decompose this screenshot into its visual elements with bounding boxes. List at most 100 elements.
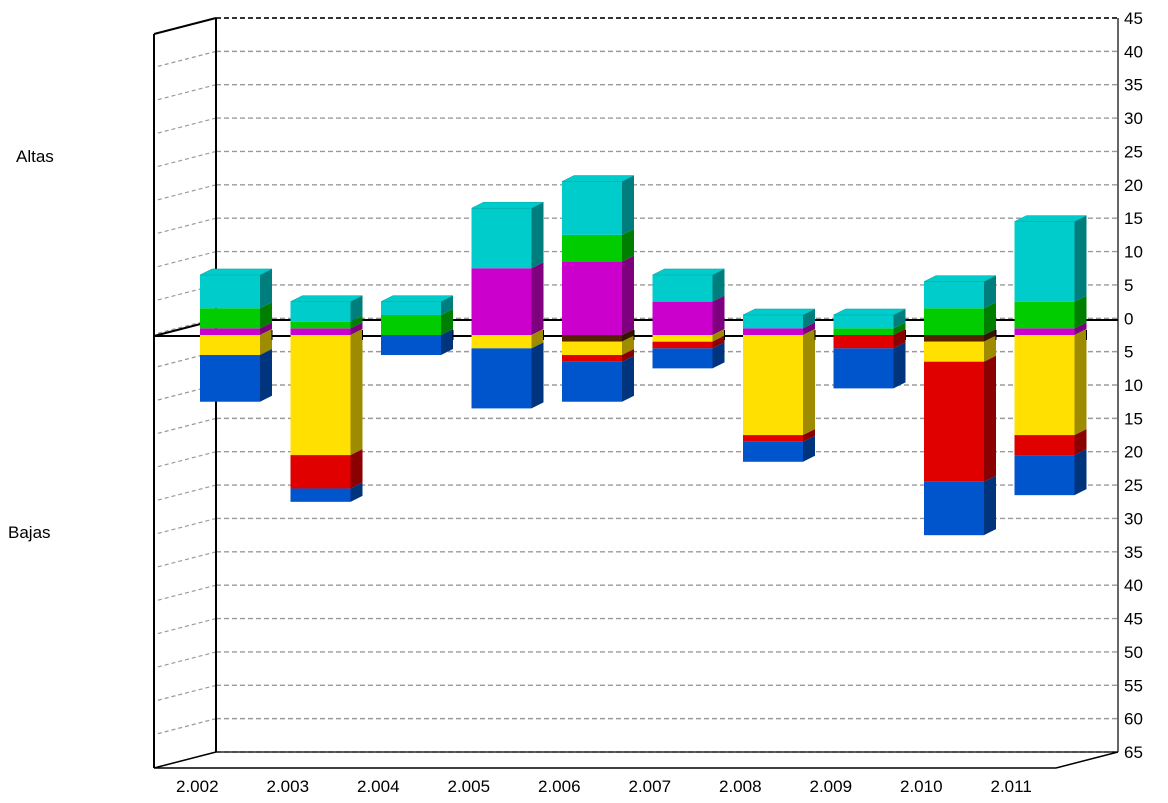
bar-up-segment-side: [441, 295, 453, 315]
bar-up-segment: [924, 275, 996, 309]
side-wall-gridline: [153, 217, 217, 235]
bar-up-segment-front: [200, 308, 260, 329]
bar-down-segment: [924, 475, 996, 536]
bar-up-segment-front: [562, 261, 622, 335]
bar-up-segment-front: [290, 321, 351, 329]
side-wall-gridline: [153, 451, 217, 469]
bar-down-segment: [200, 329, 272, 356]
bar-down-segment: [743, 329, 815, 436]
bar-down-segment-front: [652, 341, 713, 349]
bar-up-segment-front: [924, 281, 984, 309]
y-tick-label: 25: [1124, 476, 1143, 495]
bar-top-cap: [923, 275, 997, 282]
bar-series: [199, 175, 1087, 536]
x-tick-label: 2.005: [448, 777, 491, 796]
bar-down-segment-side: [803, 429, 815, 442]
y-tick-label: 60: [1124, 710, 1143, 729]
side-wall-gridline: [153, 617, 217, 636]
bar-down-segment: [381, 329, 453, 356]
bar-up-segment-front: [833, 314, 894, 329]
bar-down-segment: [1014, 429, 1087, 456]
bar-up-segment: [562, 175, 634, 235]
bar-up-segment-front: [1014, 301, 1075, 329]
y-tick-label: 55: [1124, 676, 1143, 695]
bar-up-segment-front: [471, 208, 532, 269]
bajas-label: Bajas: [8, 523, 51, 542]
bar-up-segment-front: [200, 328, 260, 335]
x-tick-label: 2.004: [357, 777, 400, 796]
bar-up-segment-front: [471, 268, 532, 335]
bar-up-segment-side: [622, 228, 634, 262]
bar-up-segment: [743, 322, 815, 335]
bar-down-segment-side: [350, 482, 363, 502]
y-tick-label: 20: [1124, 443, 1143, 462]
side-wall-gridline: [153, 184, 217, 202]
x-tick-label: 2.009: [810, 777, 853, 796]
side-wall-gridline: [153, 50, 217, 68]
bar-down-segment: [562, 349, 634, 362]
bar-up-segment-front: [290, 328, 351, 335]
bar-down-segment-side: [350, 329, 363, 456]
x-tick-label: 2.007: [629, 777, 672, 796]
y-tick-label: 35: [1124, 76, 1143, 95]
side-wall-gridline: [153, 417, 217, 435]
side-wall-gridline: [153, 684, 217, 702]
y-tick-label: 5: [1124, 276, 1133, 295]
bar-down-segment-side: [984, 475, 996, 536]
bar-down-segment-side: [803, 329, 815, 436]
bar-down-segment-side: [622, 355, 634, 402]
bar-up-segment: [1014, 295, 1087, 329]
bar-down-segment: [652, 329, 725, 342]
bar-up-segment-side: [350, 315, 363, 329]
bar-down-segment-front: [200, 335, 260, 356]
y-tick-label: 45: [1124, 9, 1143, 28]
bar-down-segment: [562, 329, 634, 342]
bar-down-segment-side: [622, 329, 634, 342]
bar-down-segment-front: [562, 341, 622, 356]
bar-down-segment-front: [924, 361, 984, 482]
x-tick-label: 2.002: [176, 777, 219, 796]
bar-down-segment: [652, 342, 725, 369]
bar-down-segment-front: [1014, 335, 1075, 436]
bar-down-segment-front: [471, 335, 532, 349]
x-tick-label: 2.010: [900, 777, 943, 796]
bar-up-segment: [471, 202, 544, 269]
bar-up-segment-front: [652, 301, 713, 335]
bar-down-segment-front: [1014, 435, 1075, 456]
bar-down-segment-front: [743, 441, 803, 462]
bar-down-segment-front: [652, 335, 713, 342]
bar-up-segment-front: [924, 308, 984, 335]
bar-down-segment-front: [833, 335, 894, 349]
x-tick-label: 2.008: [719, 777, 762, 796]
bar-down-segment-front: [200, 355, 260, 402]
y-tick-label: 5: [1124, 343, 1133, 362]
bar-down-segment-front: [1014, 455, 1075, 496]
bar-down-segment: [562, 355, 634, 402]
bar-down-segment-side: [712, 329, 725, 342]
y-tick-label: 0: [1124, 309, 1133, 328]
bar-down-segment-front: [833, 348, 894, 389]
bar-top-cap: [290, 295, 363, 302]
bar-up-segment-side: [350, 295, 363, 322]
y-tick-label: 35: [1124, 543, 1143, 562]
y-tick-label: 40: [1124, 42, 1143, 61]
bar-up-segment: [652, 295, 725, 335]
bar-up-segment-front: [743, 314, 803, 329]
side-wall-gridline: [153, 250, 217, 269]
bar-down-segment: [471, 329, 544, 349]
bar-down-segment-front: [290, 488, 351, 502]
bar-down-segment-front: [381, 335, 441, 356]
bar-up-segment-front: [1014, 221, 1075, 302]
bar-down-segment-front: [471, 348, 532, 409]
bar-up-segment: [652, 268, 725, 302]
bar-down-segment-front: [562, 361, 622, 402]
bar-down-segment-side: [531, 329, 544, 349]
bar-down-segment: [743, 435, 815, 462]
y-tick-label: 10: [1124, 243, 1143, 262]
bar-down-segment-front: [562, 355, 622, 362]
bar-down-segment-front: [924, 335, 984, 342]
bar-up-segment-side: [803, 308, 815, 329]
bar-down-segment: [924, 335, 996, 362]
bar-up-segment: [562, 255, 634, 335]
bar-down-segment-front: [562, 335, 622, 342]
